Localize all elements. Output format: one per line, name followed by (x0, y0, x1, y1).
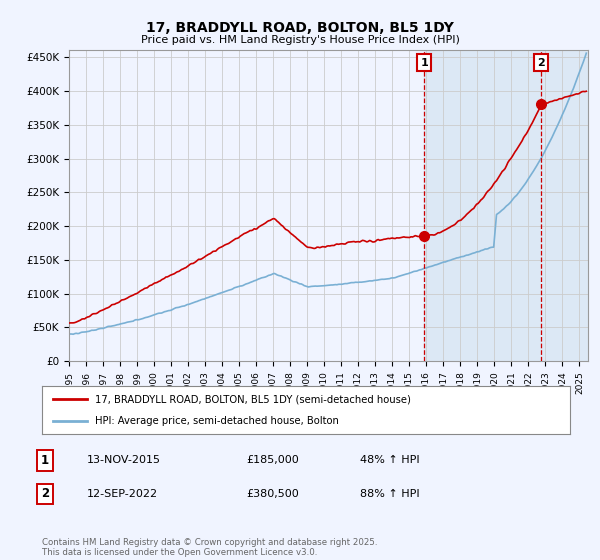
Text: 2: 2 (41, 487, 49, 501)
Text: 88% ↑ HPI: 88% ↑ HPI (360, 489, 419, 499)
Text: HPI: Average price, semi-detached house, Bolton: HPI: Average price, semi-detached house,… (95, 416, 338, 426)
Text: 1: 1 (420, 58, 428, 68)
Text: £380,500: £380,500 (246, 489, 299, 499)
Text: 13-NOV-2015: 13-NOV-2015 (87, 455, 161, 465)
Text: 17, BRADDYLL ROAD, BOLTON, BL5 1DY (semi-detached house): 17, BRADDYLL ROAD, BOLTON, BL5 1DY (semi… (95, 394, 410, 404)
Text: Contains HM Land Registry data © Crown copyright and database right 2025.
This d: Contains HM Land Registry data © Crown c… (42, 538, 377, 557)
Text: Price paid vs. HM Land Registry's House Price Index (HPI): Price paid vs. HM Land Registry's House … (140, 35, 460, 45)
Text: 2: 2 (536, 58, 544, 68)
Text: 17, BRADDYLL ROAD, BOLTON, BL5 1DY: 17, BRADDYLL ROAD, BOLTON, BL5 1DY (146, 21, 454, 35)
Text: 12-SEP-2022: 12-SEP-2022 (87, 489, 158, 499)
Text: 48% ↑ HPI: 48% ↑ HPI (360, 455, 419, 465)
Text: £185,000: £185,000 (246, 455, 299, 465)
Bar (424, 50, 588, 361)
Text: 1: 1 (41, 454, 49, 467)
